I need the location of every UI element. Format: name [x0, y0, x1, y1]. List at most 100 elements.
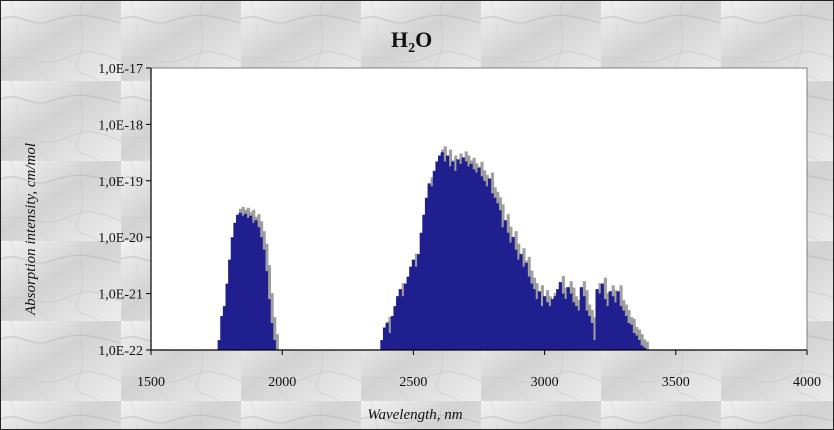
bar — [256, 227, 261, 350]
bar — [456, 159, 460, 350]
bar — [566, 287, 570, 350]
bar — [611, 296, 615, 350]
bar — [417, 254, 421, 350]
bar — [503, 220, 507, 350]
bar — [272, 340, 276, 350]
bar — [495, 203, 499, 350]
bar — [464, 161, 468, 350]
bar — [632, 333, 636, 350]
bar — [451, 161, 455, 350]
bar — [422, 214, 426, 350]
bar — [251, 222, 255, 350]
bar — [553, 296, 557, 350]
bar — [461, 157, 465, 350]
y-tick-label: 1,0E-18 — [98, 118, 143, 133]
bar — [508, 242, 513, 350]
bar — [262, 249, 266, 350]
bar-shadow — [643, 339, 647, 350]
bar — [388, 333, 392, 350]
y-tick-label: 1,0E-20 — [98, 231, 143, 246]
bar — [459, 163, 463, 350]
bar — [511, 237, 515, 350]
bar — [466, 166, 471, 350]
bar — [608, 291, 612, 350]
bar — [480, 176, 484, 350]
bar — [414, 266, 418, 350]
bar — [626, 323, 631, 350]
bar-shadow — [640, 334, 644, 350]
bar — [233, 222, 237, 350]
y-axis-label: Absorption intensity, cm/mol — [23, 143, 39, 316]
x-tick-label: 4000 — [793, 375, 821, 390]
bar — [616, 291, 620, 350]
bar — [390, 316, 395, 350]
bar — [482, 180, 486, 350]
bar — [587, 316, 591, 350]
bar — [592, 340, 597, 350]
bar — [561, 293, 565, 350]
bar — [624, 316, 628, 350]
bar-shadow — [645, 341, 649, 350]
bar — [267, 299, 271, 350]
chart-title: H2O — [391, 27, 432, 56]
bar-shadow — [275, 334, 279, 350]
bar — [241, 215, 245, 350]
bar — [535, 299, 539, 350]
bar — [435, 161, 439, 350]
bar — [621, 310, 625, 350]
bar — [543, 296, 547, 350]
bar — [582, 296, 586, 350]
bar — [270, 323, 274, 350]
bar — [469, 163, 473, 350]
bar — [246, 217, 250, 350]
bar — [419, 232, 423, 350]
bar — [445, 155, 450, 350]
bar — [396, 296, 400, 350]
bar — [527, 276, 531, 350]
bar — [477, 167, 481, 350]
y-tick-label: 1,0E-19 — [98, 175, 143, 190]
bar — [637, 340, 641, 350]
bar — [380, 340, 384, 350]
bar-shadow — [593, 317, 597, 350]
x-tick-label: 2000 — [268, 375, 296, 390]
bar — [222, 306, 227, 350]
bar — [453, 170, 457, 350]
bar — [493, 197, 497, 350]
y-tick-label: 1,0E-21 — [98, 288, 143, 303]
bar — [432, 170, 436, 350]
bar — [472, 169, 476, 350]
bar — [506, 232, 510, 350]
bar — [550, 299, 555, 350]
bar — [514, 249, 518, 350]
bar — [569, 293, 573, 350]
bar — [249, 215, 253, 350]
bar — [634, 335, 639, 350]
x-tick-label: 3500 — [662, 375, 690, 390]
bar — [406, 276, 410, 350]
x-tick-label: 1500 — [137, 375, 165, 390]
bar — [490, 193, 494, 350]
bar — [619, 306, 623, 350]
bar — [401, 296, 405, 350]
bar — [259, 237, 263, 350]
bar — [522, 266, 526, 350]
bar — [558, 282, 562, 350]
bar — [498, 210, 502, 350]
axes-group: 1,0E-17 1,0E-18 1,0E-19 1,0E-20 1,0E-21 1,0E-… — [98, 62, 821, 390]
x-axis-label: Wavelength, nm — [367, 407, 462, 423]
bar — [501, 227, 505, 350]
bar — [540, 306, 544, 350]
bar — [545, 302, 549, 350]
bar — [254, 220, 258, 350]
bar — [563, 299, 568, 350]
bar — [577, 310, 581, 350]
bar — [382, 327, 387, 350]
bar — [487, 178, 492, 350]
bar — [642, 347, 646, 350]
bar — [574, 306, 578, 350]
bar — [448, 166, 452, 350]
bar-shadow — [637, 329, 642, 350]
bar — [220, 316, 224, 350]
